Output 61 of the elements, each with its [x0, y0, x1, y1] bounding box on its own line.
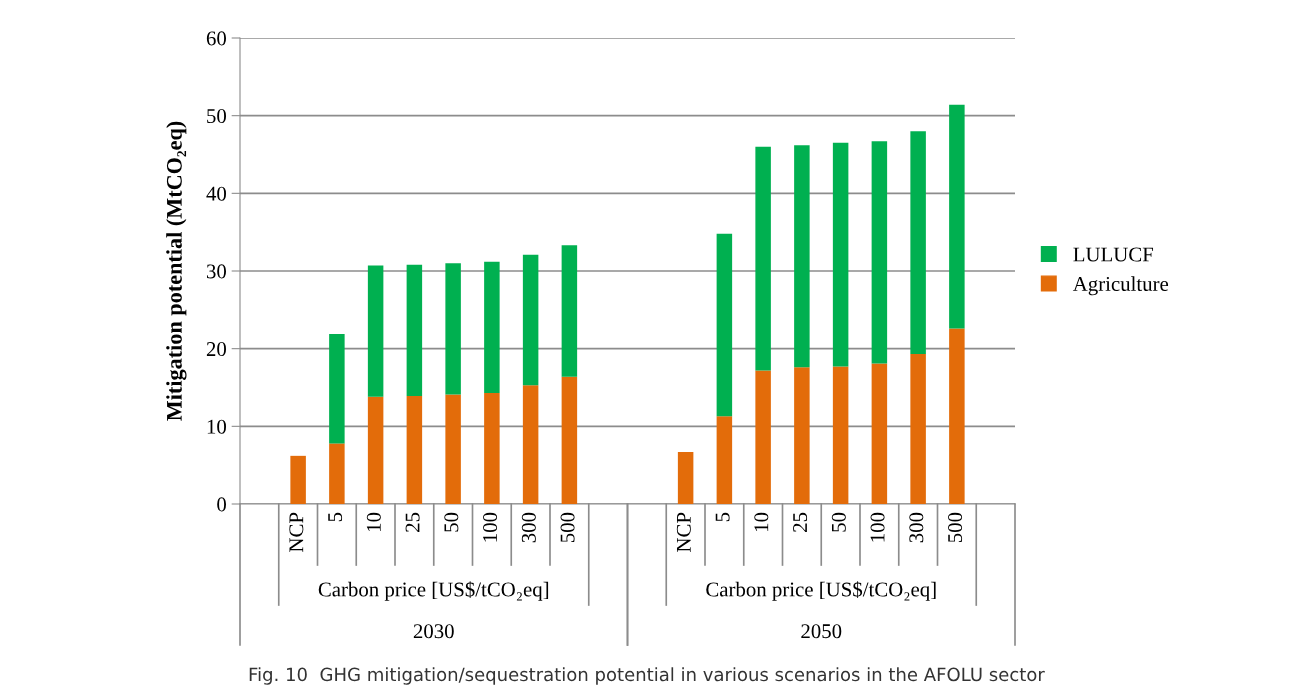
legend-label: LULUCF: [1073, 247, 1154, 262]
x-tick-label: 50: [831, 512, 846, 532]
bar: [290, 455, 306, 504]
y-tick-label: 0: [217, 497, 227, 512]
x-tick-label: 5: [328, 512, 343, 522]
x-tick-label: 100: [870, 512, 885, 542]
text: 2030: [413, 624, 454, 639]
x-tick-label: 25: [793, 512, 808, 532]
x-tick-label: NCP: [676, 512, 691, 552]
bar: [561, 376, 578, 504]
bar: [871, 141, 888, 364]
x-tick-label: 300: [521, 512, 536, 543]
y-tick-label: 40: [206, 186, 227, 201]
bar: [949, 104, 965, 329]
bar: [484, 392, 500, 504]
bar: [716, 233, 733, 417]
bar: [716, 416, 733, 504]
bar: [329, 443, 345, 504]
bar: [910, 354, 926, 504]
text: Carbon price [US$/tCO₂eq]: [706, 581, 936, 601]
bar: [677, 451, 694, 504]
bar: [561, 245, 578, 377]
x-tick-label: 25: [405, 512, 420, 532]
bar: [910, 131, 926, 355]
caption: Fig. 10 GHG mitigation/sequestration potential in various scenarios in the AFOLU sector: [249, 667, 1045, 685]
y-axis-title: Mitigation potential (MtCO₂eq): [166, 121, 187, 421]
bar: [445, 394, 461, 504]
bar: [367, 265, 384, 397]
x-tick-label: 50: [444, 512, 459, 532]
bar: [522, 385, 539, 504]
bar: [329, 333, 345, 444]
x-tick-label: 500: [560, 512, 575, 543]
y-tick-label: 50: [207, 109, 227, 124]
x-tick-label: 5: [715, 512, 730, 522]
bar: [367, 396, 384, 504]
bar: [445, 263, 461, 395]
bar: [522, 254, 539, 386]
bar: [949, 328, 965, 504]
x-tick-label: 300: [909, 512, 924, 543]
bar: [832, 142, 849, 367]
legend-label: Agriculture: [1072, 276, 1169, 296]
x-tick-label: 10: [754, 512, 769, 531]
bar: [794, 367, 810, 504]
bar: [755, 146, 771, 371]
text: Carbon price [US$/tCO₂eq]: [318, 581, 549, 601]
bar: [832, 366, 849, 504]
bar: [871, 363, 888, 504]
y-tick-label: 60: [206, 31, 227, 46]
x-tick-label: 100: [483, 512, 498, 542]
y-tick-label: 20: [206, 342, 227, 357]
text: 2050: [801, 624, 842, 639]
y-tick-label: 30: [206, 264, 227, 279]
bar: [406, 264, 423, 397]
y-tick-label: 10: [207, 419, 227, 434]
x-tick-label: 500: [948, 512, 963, 543]
x-tick-label: NCP: [289, 512, 304, 552]
bar: [484, 261, 500, 393]
bar: [406, 396, 423, 504]
bar: [794, 145, 810, 368]
x-tick-label: 10: [366, 512, 381, 531]
bar: [755, 370, 771, 504]
